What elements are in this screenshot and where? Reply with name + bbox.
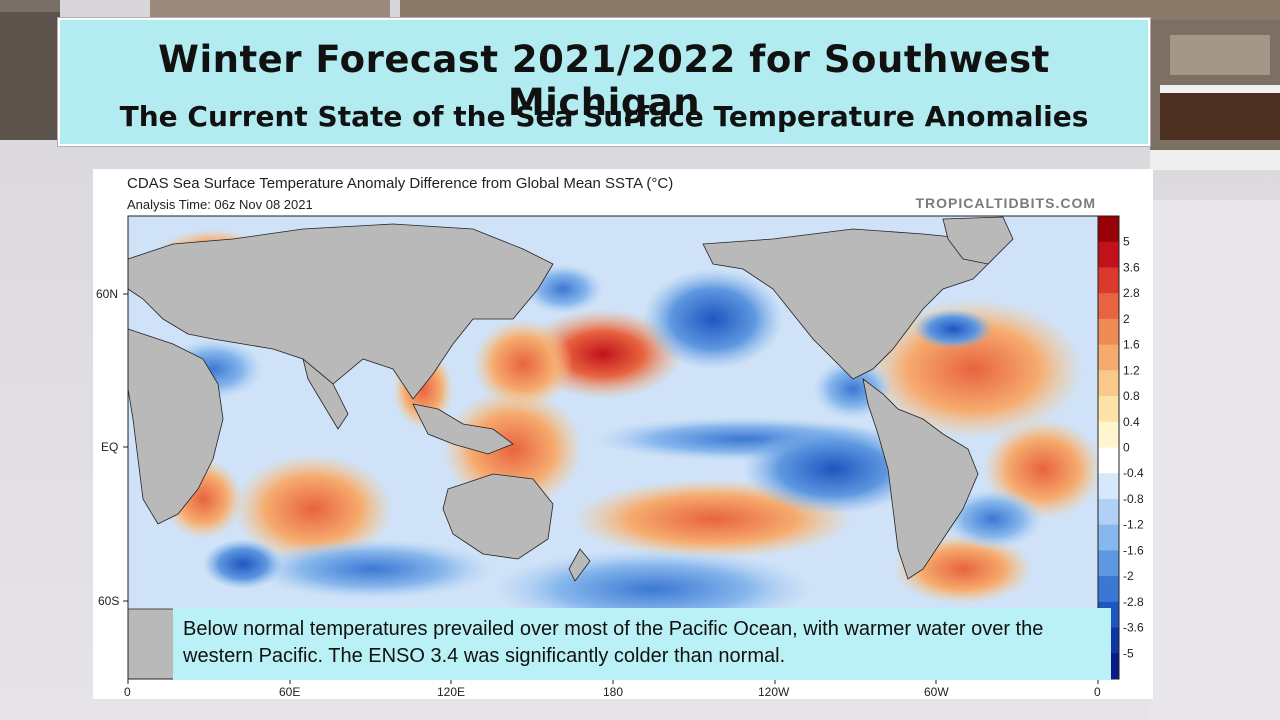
colorbar-segment — [1098, 370, 1119, 397]
colorbar-label: 1.2 — [1123, 363, 1140, 377]
colorbar-label: -1.6 — [1123, 543, 1144, 557]
colorbar-segment — [1098, 524, 1119, 551]
colorbar-segment — [1098, 421, 1119, 448]
lon-label-0-right: 0 — [1094, 685, 1101, 699]
lat-label-60n: 60N — [96, 287, 118, 301]
colorbar-segment — [1098, 498, 1119, 526]
lat-label-eq: EQ — [101, 440, 118, 454]
colorbar-label: -1.2 — [1123, 518, 1144, 532]
colorbar-label: -0.8 — [1123, 492, 1144, 506]
colorbar-label: -0.4 — [1123, 466, 1144, 480]
colorbar-segment — [1098, 576, 1119, 603]
land-india — [302, 357, 349, 430]
colorbar-label: 2 — [1123, 312, 1130, 326]
land-indonesia — [412, 403, 514, 455]
colorbar-segment — [1098, 318, 1119, 346]
colorbar-label: -5 — [1123, 646, 1134, 660]
colorbar-label: 2.8 — [1123, 286, 1140, 300]
colorbar-label: 1.6 — [1123, 338, 1140, 352]
colorbar-segment — [1098, 396, 1119, 423]
colorbar-segment — [1098, 447, 1119, 474]
longitude-axis: 0 60E 120E 180 120W 60W 0 — [124, 679, 1101, 699]
map-analysis-time: Analysis Time: 06z Nov 08 2021 — [127, 197, 313, 212]
slide-title: Winter Forecast 2021/2022 for Southwest … — [158, 38, 1050, 124]
colorbar-label: -2 — [1123, 569, 1134, 583]
slide-subtitle: The Current State of the Sea Surface Tem… — [119, 100, 1089, 133]
lon-label-120w: 120W — [758, 685, 790, 699]
colorbar-label: 0 — [1123, 441, 1130, 455]
colorbar-label: 3.6 — [1123, 260, 1140, 274]
colorbar-label: 5 — [1123, 235, 1130, 249]
map-title: CDAS Sea Surface Temperature Anomaly Dif… — [127, 175, 674, 192]
sst-anomaly-map-panel: 60N EQ 60S 0 60E 120E 180 120W 60W 0 5 3.… — [93, 169, 1153, 699]
land-australia — [442, 473, 554, 560]
colorbar-label: -2.8 — [1123, 595, 1144, 609]
lon-label-60e: 60E — [279, 685, 300, 699]
land-eurasia — [127, 223, 554, 400]
colorbar-segment — [1098, 293, 1119, 320]
caption-text: Below normal temperatures prevailed over… — [183, 618, 1044, 667]
land-new-zealand — [568, 548, 591, 582]
colorbar-segment — [1098, 267, 1119, 294]
lon-label-120e: 120E — [437, 685, 465, 699]
lon-label-0-left: 0 — [124, 685, 131, 699]
colorbar-segment — [1098, 241, 1119, 268]
colorbar-segment — [1098, 216, 1119, 243]
land-north-america — [702, 228, 994, 380]
land-south-america — [862, 378, 979, 580]
lat-label-60s: 60S — [98, 594, 119, 608]
lon-label-60w: 60W — [924, 685, 949, 699]
colorbar-segment — [1098, 550, 1119, 577]
title-banner: Winter Forecast 2021/2022 for Southwest … — [58, 18, 1150, 146]
colorbar-segment — [1098, 473, 1119, 500]
land-greenland — [942, 216, 1014, 265]
colorbar-label: 0.4 — [1123, 415, 1140, 429]
caption-box: Below normal temperatures prevailed over… — [173, 608, 1111, 680]
colorbar-label: 0.8 — [1123, 389, 1140, 403]
colorbar-segment — [1098, 344, 1119, 371]
land-africa — [127, 328, 224, 525]
latitude-axis: 60N EQ 60S — [96, 287, 128, 608]
map-source-watermark: TROPICALTIDBITS.COM — [915, 195, 1096, 211]
lon-label-180: 180 — [603, 685, 623, 699]
colorbar-label: -3.6 — [1123, 621, 1144, 635]
